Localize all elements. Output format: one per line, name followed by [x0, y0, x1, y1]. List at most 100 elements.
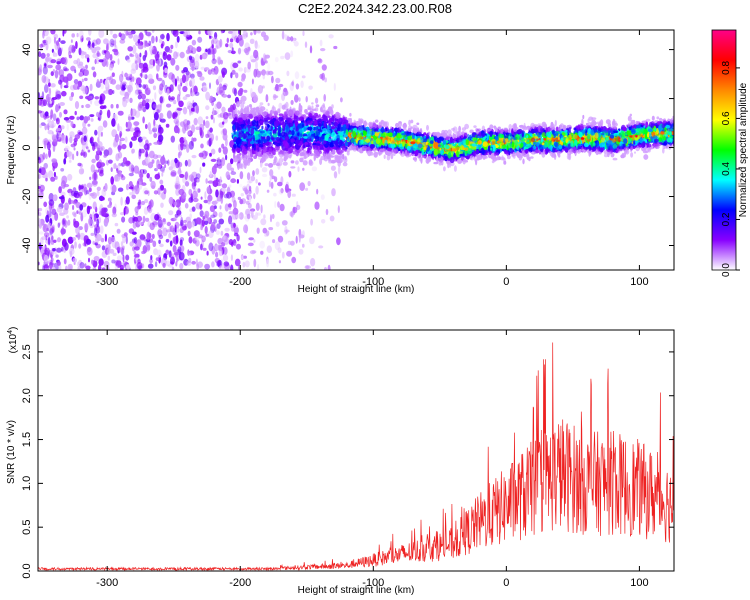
noise-mark [108, 88, 113, 96]
noise-mark [239, 171, 244, 180]
noise-mark [148, 129, 153, 135]
noise-mark [274, 56, 279, 63]
noise-mark [205, 178, 208, 184]
noise-mark [44, 84, 49, 93]
noise-mark [245, 32, 248, 38]
noise-mark [284, 34, 288, 41]
signal-mark [375, 119, 379, 123]
noise-mark [187, 249, 190, 256]
noise-mark [104, 233, 107, 242]
noise-mark [261, 173, 268, 178]
noise-mark [74, 101, 80, 109]
noise-mark [260, 250, 264, 255]
noise-mark [68, 44, 75, 54]
noise-mark [170, 170, 177, 177]
noise-mark [255, 179, 258, 184]
noise-mark [83, 69, 89, 76]
noise-mark [253, 30, 257, 35]
noise-mark [38, 191, 44, 199]
noise-mark [245, 224, 248, 234]
noise-mark [72, 200, 78, 205]
noise-mark [110, 60, 116, 64]
noise-mark [137, 258, 141, 264]
noise-mark [233, 88, 237, 97]
noise-mark [201, 52, 208, 60]
noise-mark [91, 259, 94, 265]
noise-mark [209, 205, 216, 213]
noise-mark [168, 49, 173, 54]
noise-mark [265, 230, 270, 237]
noise-mark [80, 54, 85, 59]
noise-mark [38, 174, 41, 179]
noise-mark [211, 58, 217, 65]
noise-mark [92, 180, 98, 187]
noise-mark [173, 201, 178, 207]
noise-mark [204, 67, 210, 71]
noise-mark [191, 206, 196, 212]
noise-mark [193, 117, 198, 126]
noise-mark [139, 141, 145, 147]
noise-mark [53, 194, 58, 202]
noise-mark [58, 186, 62, 194]
noise-mark [187, 252, 192, 257]
noise-mark [64, 145, 70, 151]
noise-mark [188, 140, 194, 150]
noise-mark [290, 100, 294, 105]
noise-mark [163, 187, 167, 195]
noise-mark [84, 238, 87, 247]
noise-mark [143, 206, 149, 215]
noise-mark [204, 263, 211, 270]
noise-mark [142, 66, 149, 73]
noise-mark [202, 247, 207, 251]
noise-mark [48, 192, 54, 202]
noise-mark [145, 217, 150, 222]
noise-mark [201, 219, 206, 227]
noise-mark [221, 143, 225, 149]
noise-mark [158, 38, 163, 44]
signal-mark [522, 158, 525, 165]
noise-mark [213, 219, 218, 224]
noise-mark [147, 205, 153, 214]
noise-mark [302, 30, 305, 36]
noise-mark [260, 31, 267, 38]
noise-mark [244, 189, 249, 195]
noise-mark [59, 102, 65, 106]
noise-mark [248, 185, 252, 192]
noise-mark [45, 57, 50, 63]
noise-mark [78, 211, 83, 215]
noise-mark [247, 242, 254, 247]
noise-mark [66, 79, 69, 88]
noise-mark [70, 65, 76, 72]
noise-mark [222, 146, 228, 155]
noise-mark [157, 77, 163, 82]
noise-mark [171, 30, 177, 35]
noise-mark [68, 51, 71, 57]
noise-mark [239, 198, 244, 205]
noise-mark [249, 38, 255, 44]
noise-mark [64, 242, 69, 251]
noise-mark [188, 197, 194, 203]
noise-mark [238, 67, 243, 72]
noise-mark [169, 240, 173, 247]
signal-mark [473, 125, 477, 128]
noise-mark [309, 45, 313, 54]
noise-mark [47, 210, 52, 218]
noise-mark [321, 64, 327, 71]
noise-mark [279, 203, 285, 212]
noise-mark [96, 190, 100, 197]
noise-mark [294, 94, 299, 103]
noise-mark [92, 267, 96, 270]
noise-mark [55, 254, 59, 258]
noise-mark [222, 111, 229, 120]
noise-mark [191, 64, 195, 71]
noise-mark [81, 104, 84, 109]
noise-mark [209, 95, 214, 104]
noise-mark [159, 96, 164, 104]
noise-mark [144, 74, 148, 80]
noise-mark [135, 52, 138, 59]
noise-mark [108, 64, 114, 71]
noise-mark [151, 101, 157, 111]
noise-mark [148, 142, 152, 146]
noise-mark [183, 119, 189, 127]
noise-mark [257, 84, 263, 94]
